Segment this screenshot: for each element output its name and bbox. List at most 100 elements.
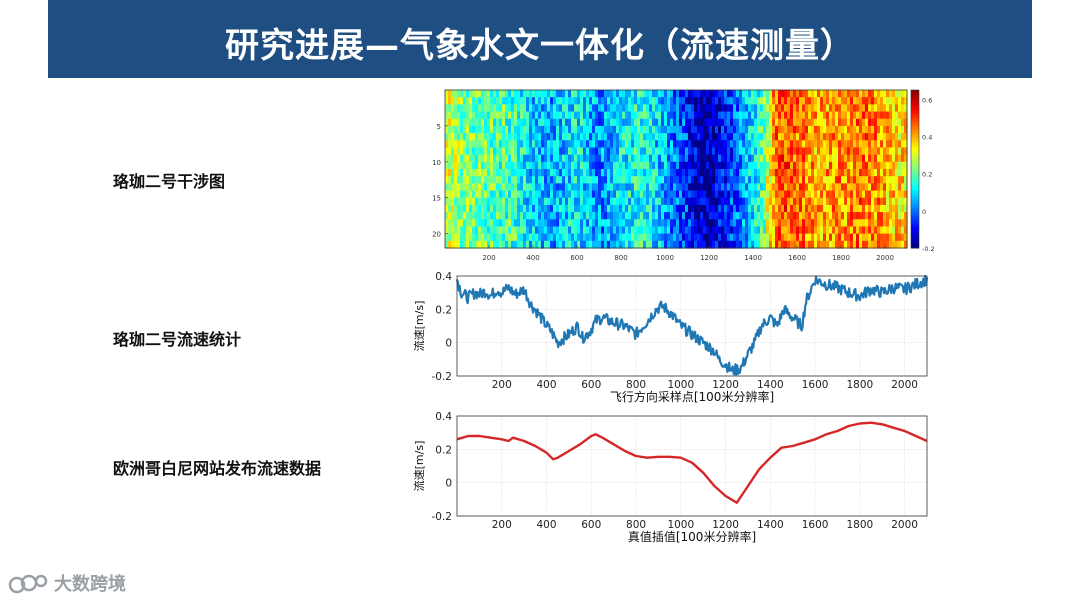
- heatmap-cell: [820, 233, 824, 242]
- heatmap-cell: [841, 97, 845, 105]
- heatmap-cell: [448, 147, 452, 156]
- heatmap-cell: [859, 118, 863, 127]
- heatmap-cell: [577, 197, 581, 206]
- heatmap-cell: [619, 212, 623, 220]
- heatmap-cell: [634, 240, 638, 249]
- heatmap-cell: [799, 190, 803, 199]
- heatmap-cell: [625, 97, 629, 105]
- heatmap-cell: [709, 161, 713, 170]
- heatmap-cell: [499, 197, 503, 206]
- heatmap-cell: [739, 104, 743, 113]
- heatmap-cell: [739, 219, 743, 228]
- heatmap-cell: [754, 140, 758, 149]
- heatmap-cell: [787, 197, 791, 206]
- heatmap-cell: [577, 240, 581, 249]
- heatmap-cell: [478, 118, 482, 127]
- heatmap-cell: [832, 176, 836, 184]
- heatmap-cell: [688, 90, 692, 98]
- heatmap-cell: [766, 147, 770, 156]
- heatmap-cell: [802, 104, 806, 113]
- heatmap-cell: [469, 240, 473, 249]
- heatmap-cell: [583, 147, 587, 156]
- heatmap-cell: [745, 161, 749, 170]
- heatmap-cell: [826, 125, 830, 134]
- heatmap-cell: [847, 176, 851, 184]
- heatmap-cell: [694, 183, 698, 192]
- heatmap-cell: [880, 125, 884, 134]
- heatmap-cell: [544, 97, 548, 105]
- heatmap-cell: [808, 118, 812, 127]
- heatmap-cell: [691, 197, 695, 206]
- heatmap-cell: [673, 212, 677, 220]
- heatmap-cell: [532, 104, 536, 113]
- heatmap-cell: [472, 97, 476, 105]
- heatmap-cell: [592, 104, 596, 113]
- heatmap-cell: [643, 97, 647, 105]
- heatmap-cell: [628, 212, 632, 220]
- heatmap-cell: [850, 176, 854, 184]
- heatmap-cells: [445, 90, 908, 249]
- heatmap-cell: [688, 104, 692, 113]
- heatmap-cell: [781, 197, 785, 206]
- heatmap-cell: [541, 176, 545, 184]
- colorbar-segment: [911, 169, 919, 173]
- heatmap-cell: [601, 161, 605, 170]
- heatmap-cell: [853, 104, 857, 113]
- heatmap-cell: [730, 233, 734, 242]
- heatmap-cell: [679, 97, 683, 105]
- heatmap-cell: [859, 190, 863, 199]
- heatmap-cell: [808, 133, 812, 141]
- heatmap-cell: [745, 147, 749, 156]
- colorbar-segment: [911, 124, 919, 128]
- heatmap-cell: [589, 104, 593, 113]
- heatmap-cell: [709, 212, 713, 220]
- heatmap-cell: [802, 212, 806, 220]
- heatmap-cell: [616, 154, 620, 163]
- heatmap-cell: [529, 140, 533, 149]
- heatmap-cell: [745, 233, 749, 242]
- heatmap-cell: [685, 176, 689, 184]
- heatmap-cell: [481, 240, 485, 249]
- heatmap-cell: [805, 204, 809, 213]
- heatmap-cell: [817, 147, 821, 156]
- heatmap-cell: [733, 197, 737, 206]
- heatmap-cell: [745, 133, 749, 141]
- heatmap-cell: [685, 233, 689, 242]
- heatmap-cell: [781, 104, 785, 113]
- heatmap-cell: [565, 90, 569, 98]
- heatmap-cell: [559, 104, 563, 113]
- heatmap-cell: [577, 133, 581, 141]
- colorbar-segment: [911, 242, 919, 246]
- heatmap-cell: [625, 154, 629, 163]
- heatmap-cell: [517, 226, 521, 235]
- heatmap-cell: [733, 104, 737, 113]
- heatmap-cell: [601, 169, 605, 177]
- heatmap-cell: [613, 190, 617, 199]
- heatmap-cell: [793, 125, 797, 134]
- heatmap-cell: [496, 226, 500, 235]
- heatmap-cell: [865, 176, 869, 184]
- heatmap-cell: [610, 219, 614, 228]
- heatmap-cell: [475, 176, 479, 184]
- heatmap-cell: [721, 190, 725, 199]
- heatmap-cell: [463, 90, 467, 98]
- heatmap-cell: [826, 133, 830, 141]
- heatmap-cell: [880, 169, 884, 177]
- heatmap-cell: [625, 90, 629, 98]
- heatmap-cell: [697, 233, 701, 242]
- heatmap-cell: [871, 154, 875, 163]
- heatmap-cell: [727, 154, 731, 163]
- heatmap-cell: [883, 197, 887, 206]
- heatmap-cell: [676, 233, 680, 242]
- heatmap-cell: [469, 154, 473, 163]
- heatmap-cell: [523, 219, 527, 228]
- heatmap-cell: [709, 219, 713, 228]
- heatmap-cell: [892, 104, 896, 113]
- heatmap-cell: [607, 169, 611, 177]
- heatmap-cell: [682, 204, 686, 213]
- heatmap-cell: [697, 161, 701, 170]
- heatmap-cell: [568, 204, 572, 213]
- heatmap-cell: [652, 219, 656, 228]
- heatmap-cell: [478, 140, 482, 149]
- heatmap-cell: [586, 204, 590, 213]
